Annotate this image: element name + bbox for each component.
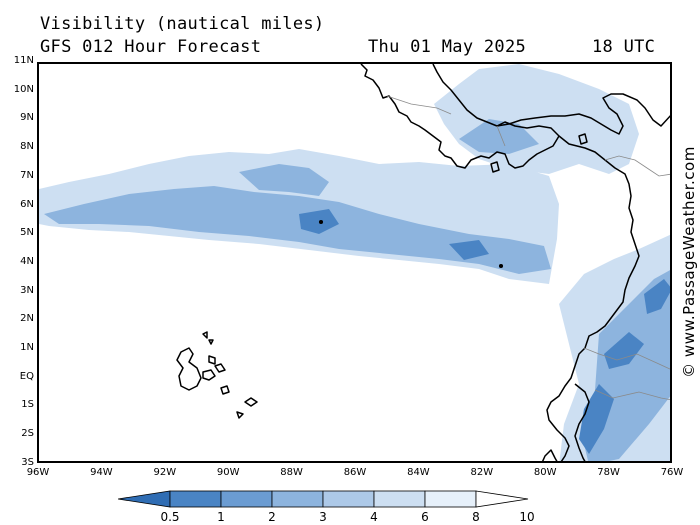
- latitude-tick-label: 9N: [20, 112, 34, 124]
- colorbar-tick-label: 4: [370, 510, 378, 524]
- longitude-tick-label: 78W: [597, 467, 620, 478]
- colorbar-right-arrow: [475, 490, 529, 508]
- longitude-tick-label: 80W: [533, 467, 557, 478]
- colorbar-tick-label: 1: [217, 510, 225, 524]
- colorbar-segment: [322, 490, 375, 508]
- colorbar-segment: [271, 490, 324, 508]
- latitude-tick-label: 4N: [20, 255, 34, 267]
- model-run-label: GFS 012 Hour Forecast: [40, 37, 262, 57]
- latitude-tick-label: 1N: [20, 342, 34, 353]
- valid-time-label: 18 UTC: [592, 37, 656, 57]
- longitude-tick-label: 90W: [216, 467, 240, 478]
- colorbar-segment: [220, 490, 273, 508]
- latitude-tick-label: 11N: [13, 55, 34, 66]
- latitude-tick-label: 2N: [20, 313, 34, 325]
- colorbar-tick-label: 8: [472, 510, 480, 524]
- longitude-tick-label: 94W: [90, 467, 113, 478]
- longitude-tick-label: 84W: [407, 467, 430, 478]
- latitude-tick-label: 7N: [20, 169, 34, 181]
- latitude-tick-label: EQ: [19, 370, 34, 382]
- latitude-tick-label: 6N: [20, 198, 34, 210]
- map-canvas: [39, 64, 670, 461]
- longitude-tick-label: 88W: [280, 467, 303, 478]
- colorbar-segment: [424, 490, 477, 508]
- latitude-tick-label: 3S: [21, 456, 34, 468]
- latitude-tick-label: 10N: [13, 83, 34, 95]
- longitude-tick-label: 86W: [343, 467, 367, 478]
- latitude-tick-label: 1S: [21, 399, 34, 411]
- longitude-tick-label: 96W: [26, 467, 50, 478]
- latitude-tick-label: 3N: [20, 284, 34, 296]
- latitude-tick-label: 8N: [20, 141, 34, 153]
- visibility-map: [37, 62, 672, 463]
- colorbar-tick-label: 0.5: [160, 510, 180, 524]
- longitude-tick-label: 82W: [470, 467, 494, 478]
- map-title: Visibility (nautical miles): [40, 14, 325, 34]
- colorbar-tick-label: 3: [319, 510, 327, 524]
- colorbar-tick-label: 6: [421, 510, 429, 524]
- colorbar-svg: [117, 490, 529, 508]
- longitude-tick-label: 92W: [153, 467, 177, 478]
- coastline: [176, 64, 670, 461]
- watermark-text: © www.PassageWeather.com: [680, 146, 698, 378]
- longitude-tick-label: 76W: [660, 467, 684, 478]
- colorbar-segment: [169, 490, 222, 508]
- visibility-shading-dense: [299, 209, 670, 454]
- colorbar-left-arrow: [117, 490, 171, 508]
- latitude-tick-label: 2S: [21, 428, 34, 440]
- colorbar-tick-label: 10: [519, 510, 535, 524]
- visibility-shading-light: [39, 64, 670, 461]
- valid-date-label: Thu 01 May 2025: [368, 37, 527, 57]
- country-borders: [386, 95, 670, 401]
- visibility-colorbar: [117, 489, 580, 509]
- colorbar-tick-label: 2: [268, 510, 276, 524]
- latitude-tick-label: 5N: [20, 227, 34, 239]
- colorbar-segment: [373, 490, 426, 508]
